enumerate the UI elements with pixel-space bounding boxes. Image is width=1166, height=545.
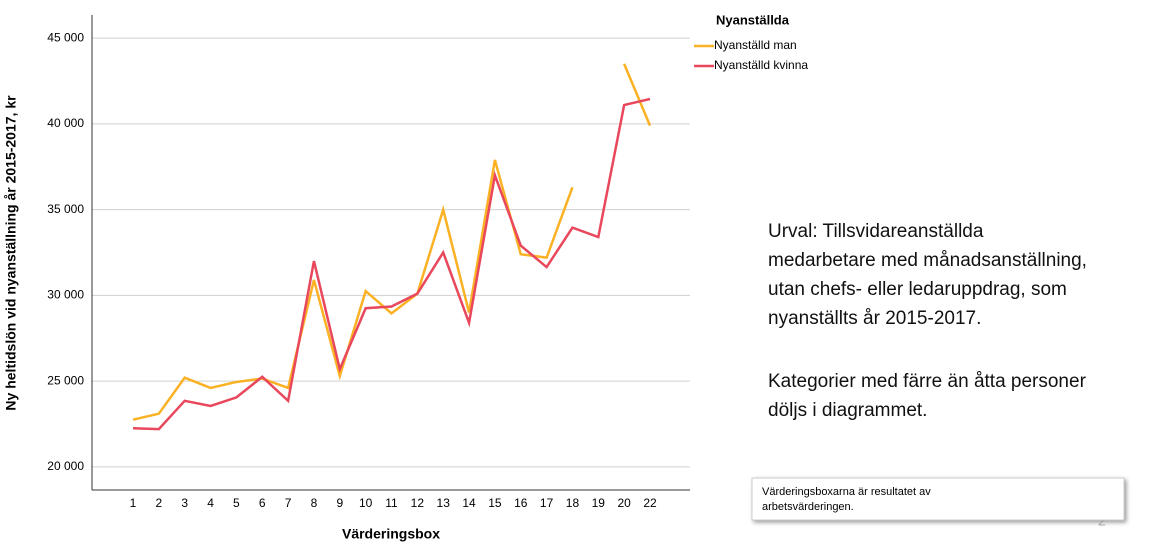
x-tick-label: 16 bbox=[514, 496, 528, 510]
note-box-text: arbetsvärderingen. bbox=[762, 501, 854, 513]
x-tick-label: 19 bbox=[592, 496, 606, 510]
x-tick-label: 5 bbox=[233, 496, 240, 510]
note-text: utan chefs- eller ledaruppdrag, som bbox=[768, 279, 1067, 300]
y-axis-label: Ny heltidslön vid nyanställning år 2015-… bbox=[3, 95, 19, 411]
x-tick-label: 3 bbox=[181, 496, 188, 510]
y-tick-label: 40 000 bbox=[47, 116, 84, 130]
x-tick-label: 13 bbox=[437, 496, 451, 510]
series-line bbox=[132, 97, 651, 431]
x-tick-label: 11 bbox=[385, 496, 398, 510]
x-tick-label: 8 bbox=[311, 496, 318, 510]
y-tick-label: 35 000 bbox=[47, 202, 84, 216]
x-axis-label: Värderingsbox bbox=[342, 526, 440, 542]
x-tick-label: 9 bbox=[336, 496, 343, 510]
x-tick-label: 7 bbox=[285, 496, 292, 510]
y-tick-label: 25 000 bbox=[47, 373, 84, 387]
note-text: medarbetare med månadsanställning, bbox=[768, 250, 1087, 271]
page-number: 2 bbox=[1098, 513, 1106, 529]
y-tick-label: 20 000 bbox=[47, 459, 84, 473]
note-box bbox=[751, 477, 1125, 521]
x-tick-label: 18 bbox=[566, 496, 580, 510]
x-tick-label: 20 bbox=[617, 496, 631, 510]
x-tick-label: 4 bbox=[207, 496, 214, 510]
legend-label: Nyanställd man bbox=[714, 38, 797, 52]
note-text: döljs i diagrammet. bbox=[768, 400, 927, 421]
note-box-text: Värderingsboxarna är resultatet av bbox=[762, 486, 931, 498]
y-tick-label: 30 000 bbox=[47, 288, 84, 302]
note-text: Kategorier med färre än åtta personer bbox=[768, 371, 1087, 392]
x-tick-label: 6 bbox=[259, 496, 266, 510]
x-tick-label: 2 bbox=[156, 496, 163, 510]
note-text: Urval: Tillsvidareanställda bbox=[768, 221, 984, 242]
legend-label: Nyanställd kvinna bbox=[714, 58, 808, 72]
y-tick-label: 45 000 bbox=[47, 30, 84, 44]
note-text: nyanställts år 2015-2017. bbox=[768, 308, 981, 329]
x-tick-label: 10 bbox=[359, 496, 373, 510]
x-tick-label: 1 bbox=[130, 496, 137, 510]
x-tick-label: 22 bbox=[643, 496, 657, 510]
x-tick-label: 14 bbox=[462, 496, 476, 510]
series-line bbox=[132, 63, 652, 421]
x-tick-label: 15 bbox=[488, 496, 502, 510]
x-tick-label: 12 bbox=[411, 496, 425, 510]
legend-title: Nyanställda bbox=[716, 12, 790, 27]
x-tick-label: 17 bbox=[540, 496, 554, 510]
